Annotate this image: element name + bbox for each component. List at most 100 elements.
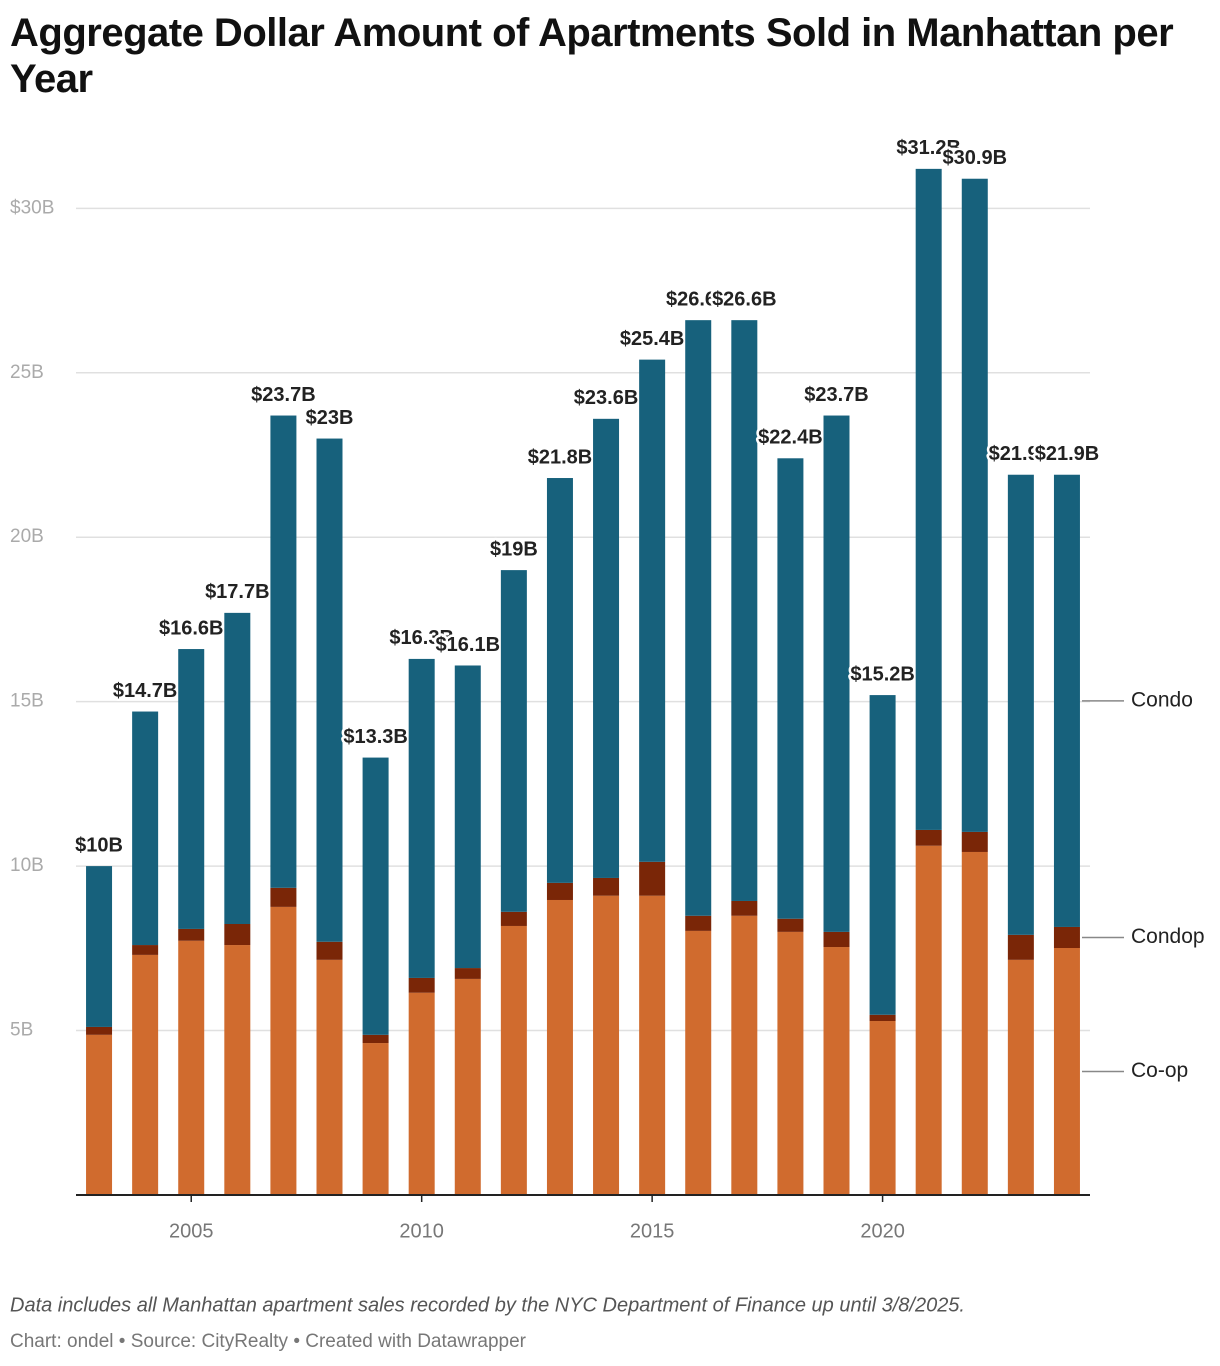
- total-label: $14.7B: [113, 680, 178, 702]
- bar-segment: [639, 861, 666, 896]
- total-label: $19B: [490, 538, 538, 560]
- total-label: $25.4B: [620, 328, 685, 350]
- bar-segment: [408, 658, 435, 978]
- total-label: $13.3B: [343, 726, 408, 748]
- bar-segment: [915, 168, 942, 830]
- y-tick-label: 25B: [10, 362, 44, 383]
- bar-segment: [362, 757, 389, 1035]
- bar-segment: [86, 1034, 113, 1195]
- bar-segment: [224, 923, 251, 946]
- total-label: $26.6B: [712, 288, 777, 310]
- bar-segment: [731, 915, 758, 1195]
- bar-segment: [869, 695, 896, 1015]
- total-label: $21.9B: [1035, 443, 1100, 465]
- bar-segment: [546, 899, 573, 1195]
- bar-segment: [270, 906, 297, 1195]
- bar-segment: [86, 1026, 113, 1035]
- y-tick-label: 5B: [10, 1020, 33, 1041]
- bar-segment: [593, 418, 620, 878]
- bar-segment: [731, 320, 758, 901]
- total-label: $23.6B: [574, 387, 639, 409]
- bar-segment: [362, 1043, 389, 1195]
- bar-segment: [362, 1034, 389, 1044]
- total-label: $21.8B: [528, 446, 593, 468]
- total-label: $23.7B: [251, 384, 316, 406]
- note: Data includes all Manhattan apartment sa…: [10, 1294, 965, 1316]
- bar-segment: [546, 882, 573, 900]
- total-label: $16.3B: [389, 627, 454, 649]
- bar-segment: [500, 911, 527, 926]
- source: Chart: ondel • Source: CityRealty • Crea…: [10, 1331, 527, 1352]
- bar-segment: [593, 895, 620, 1195]
- total-label: $31.2B: [896, 137, 961, 159]
- bar-segment: [316, 438, 343, 942]
- bar-segment: [270, 887, 297, 907]
- x-tick-label: 2005: [169, 1220, 214, 1242]
- total-label: $15.2B: [850, 663, 915, 685]
- bar-segment: [86, 866, 113, 1027]
- bar-segment: [454, 968, 481, 979]
- bar-segment: [869, 1014, 896, 1022]
- legend-label: Condop: [1131, 925, 1205, 948]
- bar-segment: [132, 954, 159, 1195]
- bar-segment: [316, 959, 343, 1195]
- bar-segment: [546, 478, 573, 883]
- total-label: $26.6B: [666, 288, 731, 310]
- bar-segment: [731, 900, 758, 916]
- total-label: $16.1B: [436, 634, 501, 656]
- legend-label: Condo: [1131, 688, 1193, 711]
- bar-segment: [178, 928, 205, 941]
- total-label: $10B: [75, 834, 123, 856]
- bar-segment: [1007, 934, 1034, 960]
- bar-segment: [132, 711, 159, 946]
- bar-segment: [685, 930, 712, 1195]
- bar-segment: [1053, 948, 1080, 1195]
- bar-segment: [270, 415, 297, 888]
- bar-segment: [823, 415, 850, 932]
- chart-title: Aggregate Dollar Amount of Apartments So…: [10, 11, 1174, 101]
- total-label: $21.9B: [989, 443, 1054, 465]
- bar-segment: [823, 931, 850, 948]
- total-label: $22.4B: [758, 427, 823, 449]
- bar-segment: [316, 941, 343, 960]
- total-label: $23B: [306, 407, 354, 429]
- total-label: $17.7B: [205, 581, 270, 603]
- bar-segment: [500, 925, 527, 1195]
- bar-segment: [408, 992, 435, 1195]
- y-tick-label: 20B: [10, 526, 44, 547]
- y-tick-label: 15B: [10, 691, 44, 712]
- legend-label: Co-op: [1131, 1059, 1188, 1082]
- bar-segment: [961, 178, 988, 832]
- bar-segment: [777, 458, 804, 919]
- bar-segment: [869, 1021, 896, 1195]
- bar-segment: [500, 570, 527, 912]
- bar-segment: [915, 845, 942, 1195]
- y-tick-label: 10B: [10, 855, 44, 876]
- bar-segment: [915, 829, 942, 846]
- bar-segment: [823, 947, 850, 1195]
- bar-segment: [961, 851, 988, 1195]
- bar-segment: [1053, 926, 1080, 949]
- total-label: $16.6B: [159, 617, 224, 639]
- bar-segment: [777, 931, 804, 1195]
- bar-segment: [454, 665, 481, 969]
- bar-segment: [178, 649, 205, 929]
- x-tick-label: 2015: [630, 1220, 675, 1242]
- bar-segment: [1007, 959, 1034, 1195]
- bar-segment: [777, 918, 804, 932]
- total-label: $30.9B: [943, 147, 1008, 169]
- total-label: $23.7B: [804, 384, 869, 406]
- x-tick-label: 2020: [860, 1220, 905, 1242]
- bar-segment: [408, 977, 435, 993]
- bar-segment: [1007, 474, 1034, 935]
- bar-segment: [639, 895, 666, 1195]
- bar-segment: [132, 945, 159, 955]
- bar-segment: [685, 320, 712, 916]
- bar-segment: [454, 978, 481, 1195]
- bar-segment: [1053, 474, 1080, 927]
- bar-segment: [685, 915, 712, 931]
- bar-segment: [178, 940, 205, 1195]
- bar-segment: [639, 359, 666, 862]
